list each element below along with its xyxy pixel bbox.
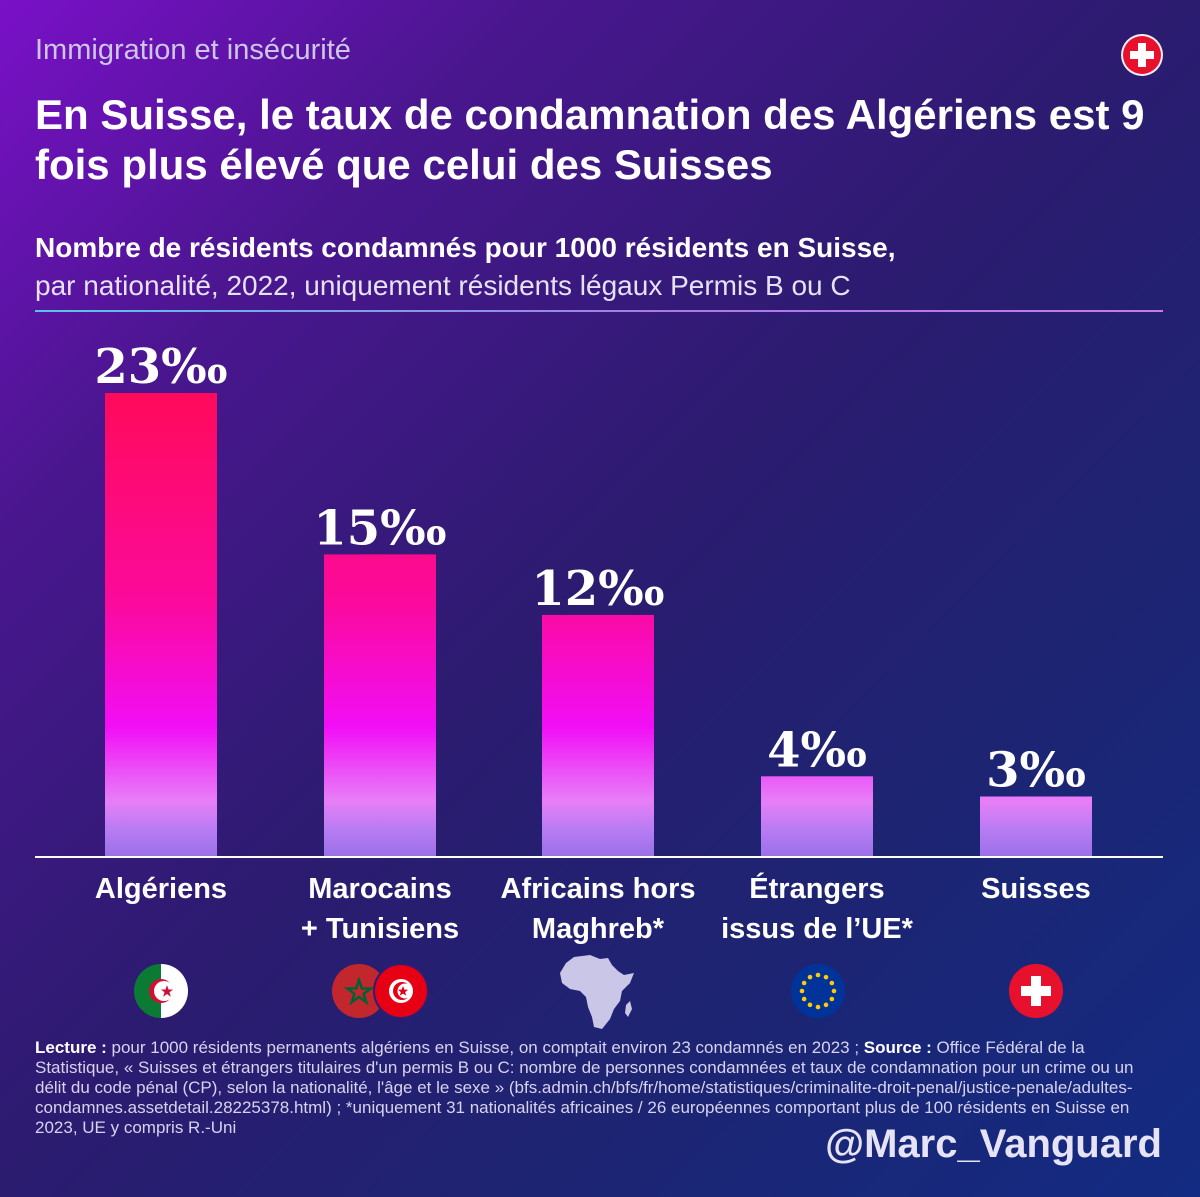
page-title: En Suisse, le taux de condamnation des A…	[35, 91, 1145, 188]
lecture-text: pour 1000 résidents permanents algériens…	[106, 1038, 864, 1057]
algeria-flag-icon	[134, 964, 188, 1018]
kicker-text: Immigration et insécurité	[35, 34, 351, 66]
lecture-label: Lecture :	[35, 1038, 107, 1057]
eu-star	[801, 980, 807, 986]
data-label-1: 23‰	[94, 339, 227, 395]
switzerland-flag-icon	[1009, 964, 1063, 1018]
category-label-2-line-1: Marocains	[308, 873, 451, 905]
bar-3	[542, 614, 654, 857]
title-divider	[35, 310, 1163, 312]
eu-star	[823, 974, 829, 980]
eu-flag-icon	[791, 964, 845, 1018]
swiss-flag-icon	[1121, 34, 1163, 76]
bar-2	[324, 554, 436, 857]
eu-star	[823, 1002, 829, 1008]
category-label-3-line-1: Africains hors	[501, 873, 696, 905]
eu-star	[815, 972, 821, 978]
bar-1	[105, 393, 217, 857]
eu-star	[799, 988, 805, 994]
eu-star	[807, 974, 813, 980]
eu-star	[829, 996, 835, 1002]
chart-subtitle-bold: Nombre de résidents condamnés pour 1000 …	[35, 232, 896, 263]
eu-star	[815, 1004, 821, 1010]
morocco-tunisia-flags-icon	[332, 963, 429, 1019]
category-label-1-line-1: Algériens	[95, 873, 227, 905]
data-label-5: 3‰	[986, 742, 1086, 798]
eu-star	[807, 1002, 813, 1008]
data-label-2: 15‰	[313, 500, 446, 556]
source-label: Source :	[863, 1038, 932, 1057]
chart-subtitle-regular: par nationalité, 2022, uniquement réside…	[35, 270, 851, 301]
author-handle: @Marc_Vanguard	[825, 1122, 1162, 1166]
source-text: Office Fédéral de la Statistique, « Suis…	[35, 1038, 1134, 1137]
category-label-3-line-2: Maghreb*	[532, 913, 665, 945]
africa-map-icon	[560, 955, 634, 1029]
eu-star	[831, 988, 837, 994]
category-label-2-line-2: + Tunisiens	[301, 913, 459, 945]
eu-star	[829, 980, 835, 986]
data-label-4: 4‰	[767, 722, 867, 778]
data-label-3: 12‰	[531, 561, 664, 617]
bar-4	[761, 776, 873, 857]
footnote: Lecture : pour 1000 résidents permanents…	[35, 1038, 1150, 1138]
category-label-4-line-1: Étrangers	[749, 871, 884, 905]
bar-chart: 23‰ 15‰ 12‰ 4‰ 3‰ Algériens Marocains + Tunisi…	[94, 339, 1092, 945]
category-label-4-line-2: issus de l’UE*	[721, 913, 914, 945]
eu-star	[801, 996, 807, 1002]
category-label-5-line-1: Suisses	[981, 873, 1091, 905]
bar-5	[980, 796, 1092, 857]
